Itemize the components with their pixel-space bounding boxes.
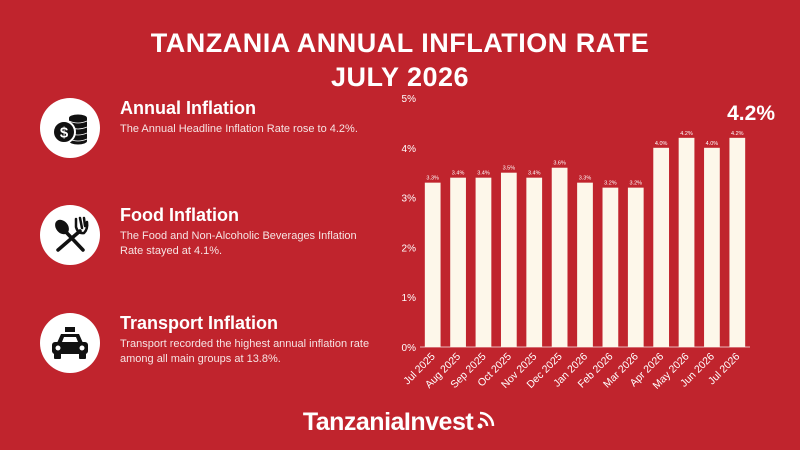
y-tick-label: 5% [402,94,417,105]
section-heading: Food Inflation [120,205,239,225]
bar-value-label: 3.2% [604,181,617,187]
dollar-coins-icon: $ [40,98,100,158]
spoon-fork-icon [40,205,100,265]
y-tick-label: 3% [402,194,417,205]
section-description: The Annual Headline Inflation Rate rose … [120,123,358,135]
bar-value-label: 4.2% [731,131,744,137]
bar-value-label: 4.0% [655,141,668,147]
bar-value-label: 3.6% [553,161,566,167]
signal-icon [475,408,497,439]
bar [678,137,695,347]
svg-text:$: $ [60,125,69,142]
title-line-1: TANZANIA ANNUAL INFLATION RATE [150,28,650,58]
bar [577,182,593,347]
brand-logo: TanzaniaInvest [0,408,800,439]
bar-value-label: 3.5% [503,166,516,172]
brand-name: TanzaniaInvest [302,408,474,436]
bar-value-label: 4.0% [706,141,719,147]
bar [450,177,466,347]
y-tick-label: 0% [402,343,417,354]
section-heading: Transport Inflation [120,313,279,333]
bar [551,167,568,347]
page-title: TANZANIA ANNUAL INFLATION RATE JULY 2026 [0,26,800,94]
bar [729,137,746,347]
bar-value-label: 3.3% [579,176,592,182]
bar [500,172,517,347]
title-line-2: JULY 2026 [330,62,470,92]
bar [704,147,720,347]
bar [627,187,644,347]
y-tick-label: 2% [402,243,417,254]
bar [526,177,543,347]
bar [424,182,441,347]
bar-value-label: 3.4% [452,171,465,177]
highlight-value: 4.2% [727,102,775,125]
bar-value-label: 3.3% [426,176,439,182]
transport-inflation-section: Transport Inflation Transport recorded t… [40,313,380,383]
taxi-icon [40,313,100,373]
y-tick-label: 1% [402,293,417,304]
bar-value-label: 4.2% [680,131,693,137]
section-description: Transport recorded the highest annual in… [120,338,370,365]
bar-value-label: 3.4% [477,171,490,177]
annual-inflation-section: $ Annual Inflation The Annual Headline I… [40,98,380,168]
bar-value-label: 3.4% [528,171,541,177]
bar [653,147,670,347]
section-heading: Annual Inflation [120,98,256,118]
bar [475,177,492,347]
bar-value-label: 3.2% [629,181,642,187]
section-description: The Food and Non-Alcoholic Beverages Inf… [120,230,357,257]
bar [602,187,619,347]
y-tick-label: 4% [402,144,417,155]
food-inflation-section: Food Inflation The Food and Non-Alcoholi… [40,205,380,275]
